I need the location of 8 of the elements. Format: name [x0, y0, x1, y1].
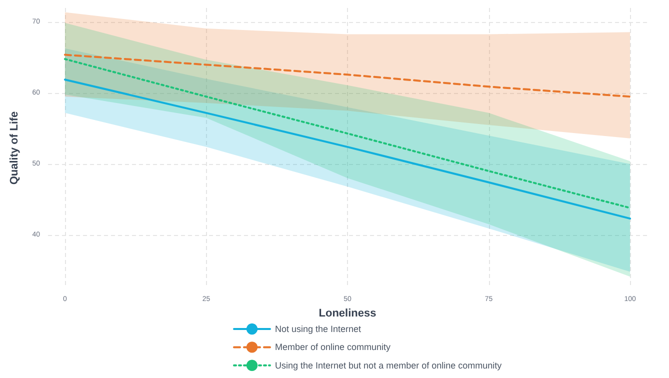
x-axis-title: Loneliness	[318, 307, 376, 320]
legend-label: Using the Internet but not a member of online community	[275, 360, 502, 370]
line-series	[64, 54, 632, 98]
legend-label: Not using the Internet	[275, 324, 362, 334]
legend-label: Member of online community	[275, 342, 392, 352]
line-series	[64, 58, 632, 209]
line-series	[64, 78, 632, 220]
y-axis-title: Quality of Life	[8, 111, 20, 185]
